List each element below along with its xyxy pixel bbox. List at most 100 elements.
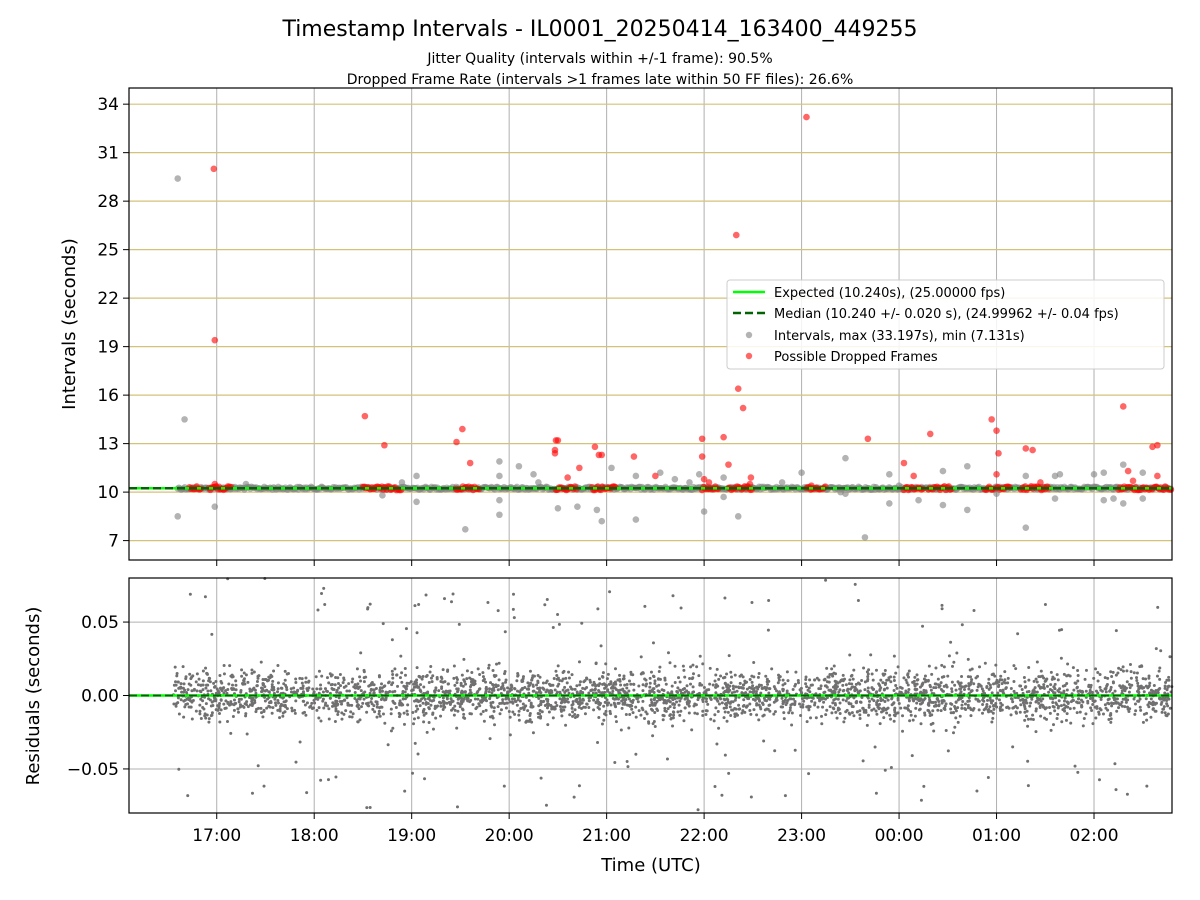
residual-point bbox=[1108, 689, 1112, 693]
residual-point bbox=[856, 598, 860, 602]
residual-point bbox=[1165, 698, 1169, 702]
residual-point bbox=[737, 707, 741, 711]
residual-point bbox=[666, 651, 670, 655]
residual-point bbox=[504, 706, 508, 710]
residual-point bbox=[421, 701, 425, 705]
residual-point bbox=[325, 676, 329, 680]
residual-point bbox=[801, 703, 805, 707]
residual-point bbox=[285, 688, 289, 692]
residual-point bbox=[516, 698, 520, 702]
residual-point bbox=[458, 705, 462, 709]
residual-point bbox=[469, 712, 473, 716]
residual-point bbox=[1158, 677, 1162, 681]
residual-point bbox=[644, 684, 648, 688]
residual-point bbox=[508, 733, 512, 737]
residual-point bbox=[940, 607, 944, 611]
residual-point bbox=[1088, 688, 1092, 692]
residual-point bbox=[198, 709, 202, 713]
residual-point bbox=[1097, 778, 1101, 782]
residual-point bbox=[626, 765, 630, 769]
residual-point bbox=[1103, 676, 1107, 680]
residual-point bbox=[578, 699, 582, 703]
residual-point bbox=[773, 749, 777, 753]
residual-point bbox=[736, 685, 740, 689]
residual-point bbox=[827, 688, 831, 692]
residual-point bbox=[1088, 691, 1092, 695]
residual-point bbox=[819, 684, 823, 688]
residual-point bbox=[340, 717, 344, 721]
residual-point bbox=[1042, 686, 1046, 690]
residual-point bbox=[362, 676, 366, 680]
residual-point bbox=[936, 708, 940, 712]
residual-point bbox=[983, 691, 987, 695]
residual-point bbox=[355, 700, 359, 704]
residual-point bbox=[420, 697, 424, 701]
residual-point bbox=[317, 716, 321, 720]
interval-point bbox=[671, 475, 679, 483]
residual-point bbox=[357, 707, 361, 711]
residual-point bbox=[547, 691, 551, 695]
residual-point bbox=[932, 686, 936, 690]
residual-point bbox=[413, 741, 417, 745]
residual-point bbox=[1095, 705, 1099, 709]
residual-point bbox=[989, 698, 993, 702]
residual-point bbox=[908, 719, 912, 723]
residual-point bbox=[814, 716, 818, 720]
residual-point bbox=[613, 697, 617, 701]
residual-point bbox=[683, 675, 687, 679]
residual-point bbox=[759, 683, 763, 687]
residual-point bbox=[750, 600, 754, 604]
residual-point bbox=[405, 681, 409, 685]
residual-point bbox=[505, 701, 509, 705]
residual-point bbox=[701, 662, 705, 666]
residual-point bbox=[904, 678, 908, 682]
residual-point bbox=[1077, 701, 1081, 705]
residual-point bbox=[934, 682, 938, 686]
residual-point bbox=[201, 679, 205, 683]
residual-point bbox=[508, 687, 512, 691]
residual-point bbox=[622, 674, 626, 678]
residual-point bbox=[677, 703, 681, 707]
residual-point bbox=[218, 673, 222, 677]
residual-point bbox=[430, 680, 434, 684]
residual-point bbox=[874, 709, 878, 713]
residual-point bbox=[613, 667, 617, 671]
residual-point bbox=[513, 712, 517, 716]
residual-point bbox=[471, 703, 475, 707]
residual-point bbox=[854, 682, 858, 686]
residual-point bbox=[651, 703, 655, 707]
residual-point bbox=[1073, 764, 1077, 768]
residual-point bbox=[203, 595, 207, 599]
residual-point bbox=[1006, 676, 1010, 680]
residual-point bbox=[785, 689, 789, 693]
residual-point bbox=[1042, 705, 1046, 709]
residual-point bbox=[361, 701, 365, 705]
residual-point bbox=[592, 698, 596, 702]
residual-point bbox=[496, 705, 500, 709]
residual-point bbox=[619, 683, 623, 687]
residual-point bbox=[464, 682, 468, 686]
residual-point bbox=[187, 705, 191, 709]
residual-point bbox=[381, 622, 385, 626]
residual-point bbox=[759, 707, 763, 711]
residual-point bbox=[1082, 716, 1086, 720]
residual-point bbox=[969, 689, 973, 693]
residual-point bbox=[465, 677, 469, 681]
residual-point bbox=[1122, 687, 1126, 691]
residual-point bbox=[1048, 696, 1052, 700]
residual-point bbox=[331, 687, 335, 691]
residual-point bbox=[177, 767, 181, 771]
residual-point bbox=[439, 714, 443, 718]
residual-point bbox=[868, 699, 872, 703]
residual-point bbox=[1135, 676, 1139, 680]
residual-point bbox=[239, 697, 243, 701]
residual-point bbox=[407, 681, 411, 685]
residual-point bbox=[358, 718, 362, 722]
residual-point bbox=[206, 689, 210, 693]
residual-point bbox=[953, 704, 957, 708]
residual-point bbox=[678, 680, 682, 684]
residual-point bbox=[305, 701, 309, 705]
residual-point bbox=[1028, 704, 1032, 708]
residual-point bbox=[1047, 690, 1051, 694]
residual-point bbox=[848, 712, 852, 716]
